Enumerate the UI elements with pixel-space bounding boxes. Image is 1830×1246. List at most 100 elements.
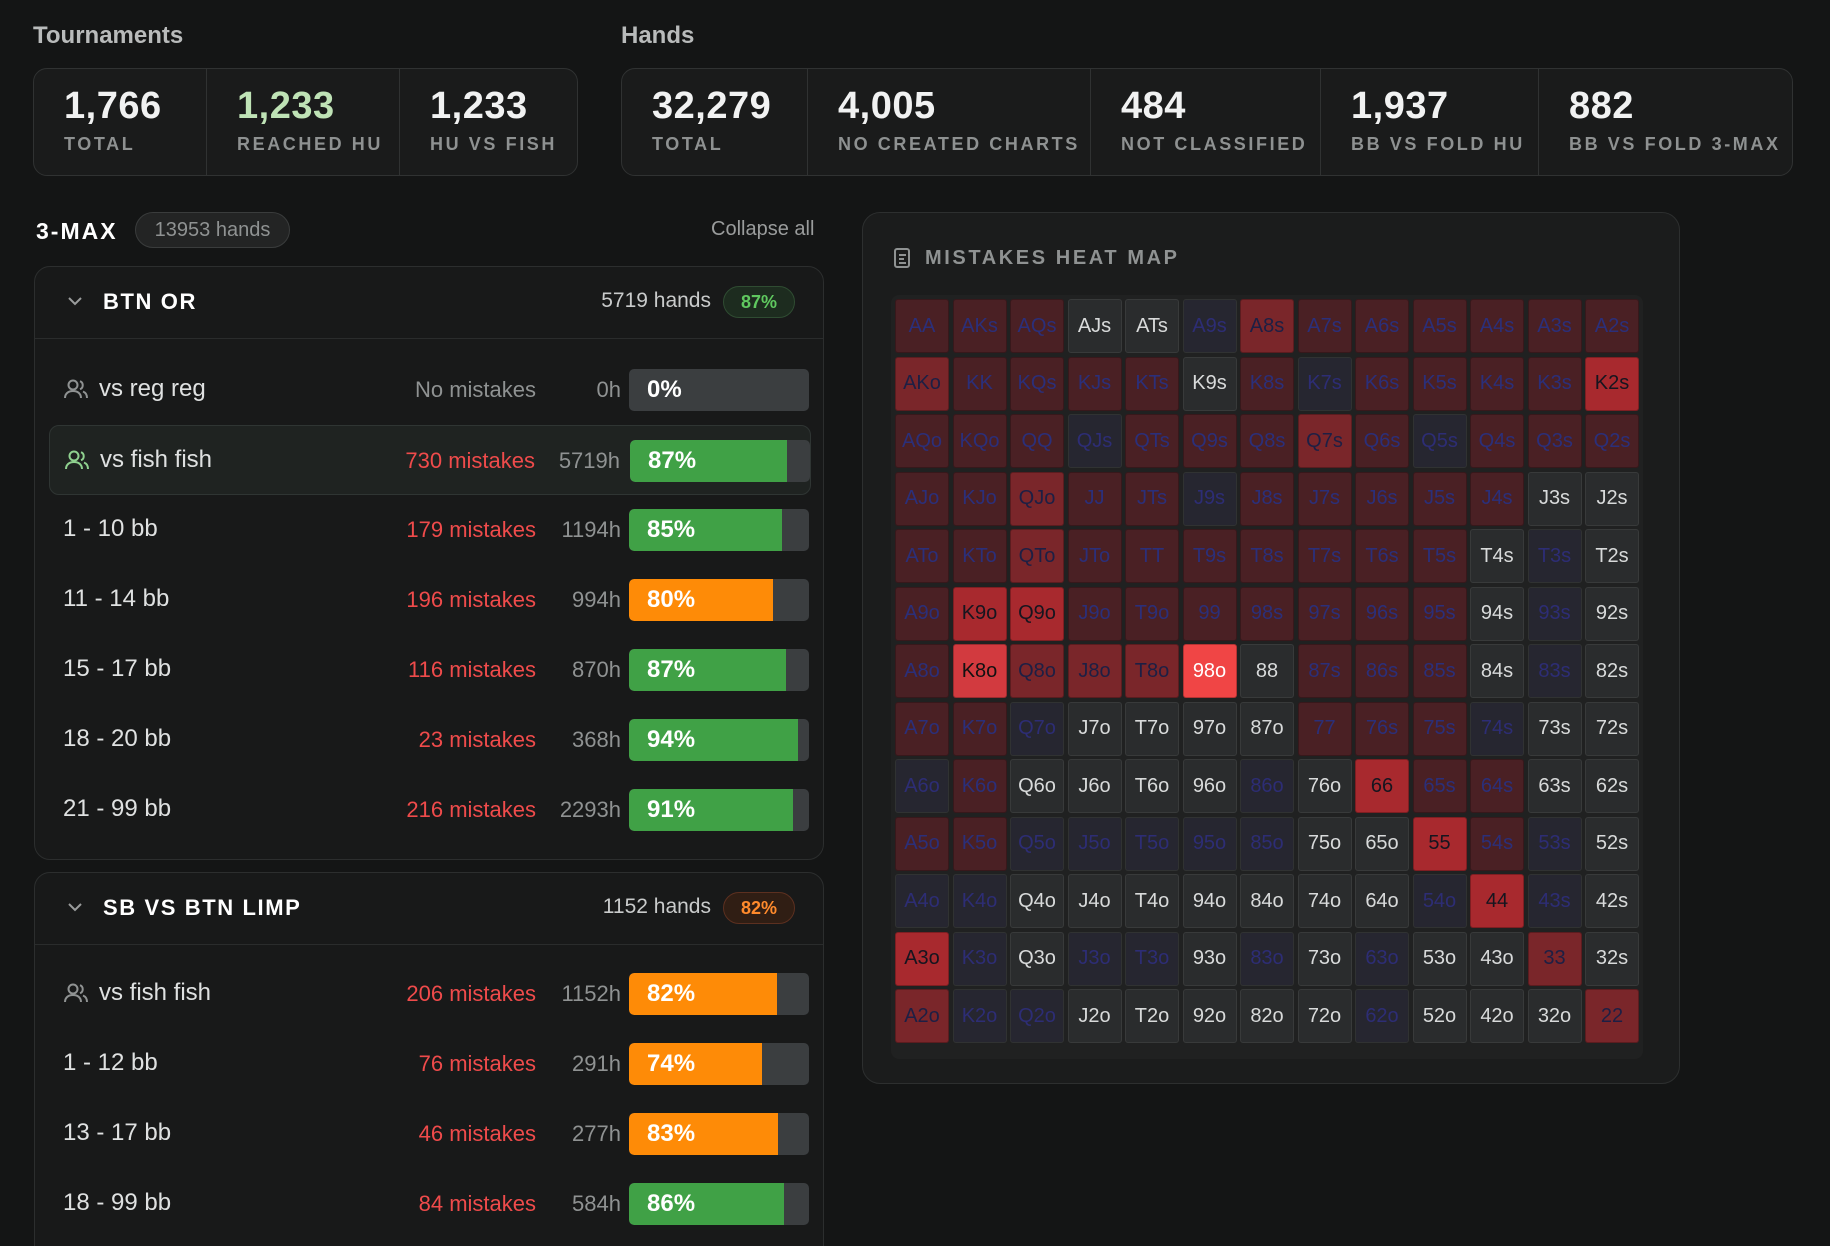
stat-row[interactable]: 13 - 17 bb 46 mistakes 277h 83%: [49, 1099, 811, 1169]
heat-cell-65o[interactable]: 65o: [1355, 816, 1409, 871]
heat-cell-99[interactable]: 99: [1182, 586, 1237, 641]
heat-cell-K8s[interactable]: K8s: [1240, 356, 1294, 411]
heat-cell-K3o[interactable]: K3o: [952, 931, 1007, 986]
heat-cell-A6s[interactable]: A6s: [1355, 299, 1409, 353]
heat-cell-64s[interactable]: 64s: [1470, 759, 1524, 813]
heat-cell-85o[interactable]: 85o: [1240, 816, 1294, 871]
heat-cell-K5o[interactable]: K5o: [952, 816, 1007, 871]
heat-cell-J4o[interactable]: J4o: [1067, 874, 1122, 928]
heat-cell-84o[interactable]: 84o: [1240, 874, 1294, 928]
heat-cell-92s[interactable]: 92s: [1585, 586, 1639, 641]
heat-cell-A3s[interactable]: A3s: [1527, 299, 1582, 353]
heat-cell-A5s[interactable]: A5s: [1412, 299, 1467, 353]
heat-cell-J7s[interactable]: J7s: [1297, 471, 1352, 526]
heat-cell-J2s[interactable]: J2s: [1585, 471, 1639, 526]
heat-cell-J9s[interactable]: J9s: [1182, 471, 1237, 526]
heat-cell-Q2s[interactable]: Q2s: [1585, 414, 1639, 468]
heat-cell-A9o[interactable]: A9o: [895, 586, 949, 641]
heat-cell-J4s[interactable]: J4s: [1470, 471, 1524, 526]
heat-cell-ATs[interactable]: ATs: [1125, 299, 1179, 353]
heat-cell-T5s[interactable]: T5s: [1412, 529, 1467, 583]
heat-cell-Q5o[interactable]: Q5o: [1010, 816, 1064, 871]
heat-cell-ATo[interactable]: ATo: [895, 529, 949, 583]
heat-cell-84s[interactable]: 84s: [1470, 644, 1524, 698]
heat-cell-94o[interactable]: 94o: [1182, 874, 1237, 928]
heat-cell-K7s[interactable]: K7s: [1297, 356, 1352, 411]
heat-cell-83o[interactable]: 83o: [1240, 931, 1294, 986]
stat-row[interactable]: 18 - 20 bb 23 mistakes 368h 94%: [49, 705, 811, 775]
heat-cell-T9s[interactable]: T9s: [1182, 529, 1237, 583]
heat-cell-J7o[interactable]: J7o: [1067, 701, 1122, 756]
heat-cell-A3o[interactable]: A3o: [895, 931, 949, 986]
heat-cell-J5o[interactable]: J5o: [1067, 816, 1122, 871]
heat-cell-54s[interactable]: 54s: [1470, 816, 1524, 871]
heat-cell-JTs[interactable]: JTs: [1125, 471, 1179, 526]
heat-cell-95s[interactable]: 95s: [1412, 586, 1467, 641]
heat-cell-KTs[interactable]: KTs: [1125, 356, 1179, 411]
heat-cell-53s[interactable]: 53s: [1527, 816, 1582, 871]
heat-cell-J9o[interactable]: J9o: [1067, 586, 1122, 641]
heat-cell-63s[interactable]: 63s: [1527, 759, 1582, 813]
heat-cell-T6o[interactable]: T6o: [1125, 759, 1179, 813]
heat-cell-Q4o[interactable]: Q4o: [1010, 874, 1064, 928]
heat-cell-73s[interactable]: 73s: [1527, 701, 1582, 756]
heat-cell-32s[interactable]: 32s: [1585, 931, 1639, 986]
heat-cell-94s[interactable]: 94s: [1470, 586, 1524, 641]
heat-cell-98s[interactable]: 98s: [1240, 586, 1294, 641]
heat-cell-Q2o[interactable]: Q2o: [1010, 989, 1064, 1043]
heat-cell-QTs[interactable]: QTs: [1125, 414, 1179, 468]
heat-cell-75o[interactable]: 75o: [1297, 816, 1352, 871]
stat-row[interactable]: 18 - 99 bb 84 mistakes 584h 86%: [49, 1169, 811, 1239]
heat-cell-K6s[interactable]: K6s: [1355, 356, 1409, 411]
heat-cell-33[interactable]: 33: [1527, 931, 1582, 986]
heat-cell-Q3s[interactable]: Q3s: [1527, 414, 1582, 468]
heat-cell-75s[interactable]: 75s: [1412, 701, 1467, 756]
heat-cell-42s[interactable]: 42s: [1585, 874, 1639, 928]
heat-cell-Q6s[interactable]: Q6s: [1355, 414, 1409, 468]
heat-cell-T4o[interactable]: T4o: [1125, 874, 1179, 928]
heat-cell-43o[interactable]: 43o: [1470, 931, 1524, 986]
heat-cell-JJ[interactable]: JJ: [1067, 471, 1122, 526]
heat-cell-T2s[interactable]: T2s: [1585, 529, 1639, 583]
stat-row[interactable]: vs fish fish 730 mistakes 5719h 87%: [49, 425, 811, 495]
heat-cell-QTo[interactable]: QTo: [1010, 529, 1064, 583]
heat-cell-82s[interactable]: 82s: [1585, 644, 1639, 698]
heat-cell-JTo[interactable]: JTo: [1067, 529, 1122, 583]
heat-cell-63o[interactable]: 63o: [1355, 931, 1409, 986]
heat-cell-K2s[interactable]: K2s: [1585, 356, 1639, 411]
heat-cell-55[interactable]: 55: [1412, 816, 1467, 871]
heat-cell-AJs[interactable]: AJs: [1067, 299, 1122, 353]
heat-cell-A7s[interactable]: A7s: [1297, 299, 1352, 353]
heat-cell-A4s[interactable]: A4s: [1470, 299, 1524, 353]
heat-cell-A8o[interactable]: A8o: [895, 644, 949, 698]
heat-cell-KQo[interactable]: KQo: [952, 414, 1007, 468]
heat-cell-AKs[interactable]: AKs: [952, 299, 1007, 353]
heat-cell-Q3o[interactable]: Q3o: [1010, 931, 1064, 986]
heat-cell-J5s[interactable]: J5s: [1412, 471, 1467, 526]
heat-cell-J6o[interactable]: J6o: [1067, 759, 1122, 813]
heat-cell-44[interactable]: 44: [1470, 874, 1524, 928]
heat-cell-K9s[interactable]: K9s: [1182, 356, 1237, 411]
heat-cell-82o[interactable]: 82o: [1240, 989, 1294, 1043]
heat-cell-98o[interactable]: 98o: [1182, 644, 1237, 698]
heat-cell-K7o[interactable]: K7o: [952, 701, 1007, 756]
heat-cell-92o[interactable]: 92o: [1182, 989, 1237, 1043]
heat-cell-A5o[interactable]: A5o: [895, 816, 949, 871]
heat-cell-72s[interactable]: 72s: [1585, 701, 1639, 756]
collapse-all-button[interactable]: Collapse all: [711, 218, 815, 240]
heat-cell-J3o[interactable]: J3o: [1067, 931, 1122, 986]
heat-cell-T3o[interactable]: T3o: [1125, 931, 1179, 986]
heat-cell-A2o[interactable]: A2o: [895, 989, 949, 1043]
heat-cell-A2s[interactable]: A2s: [1585, 299, 1639, 353]
heat-cell-T8s[interactable]: T8s: [1240, 529, 1294, 583]
heat-cell-Q9s[interactable]: Q9s: [1182, 414, 1237, 468]
heat-cell-KTo[interactable]: KTo: [952, 529, 1007, 583]
heat-cell-AKo[interactable]: AKo: [895, 356, 949, 411]
heat-cell-T5o[interactable]: T5o: [1125, 816, 1179, 871]
heat-cell-Q9o[interactable]: Q9o: [1010, 586, 1064, 641]
heat-cell-KK[interactable]: KK: [952, 356, 1007, 411]
heat-cell-A4o[interactable]: A4o: [895, 874, 949, 928]
heat-cell-T7s[interactable]: T7s: [1297, 529, 1352, 583]
heat-cell-93o[interactable]: 93o: [1182, 931, 1237, 986]
heat-cell-QQ[interactable]: QQ: [1010, 414, 1064, 468]
